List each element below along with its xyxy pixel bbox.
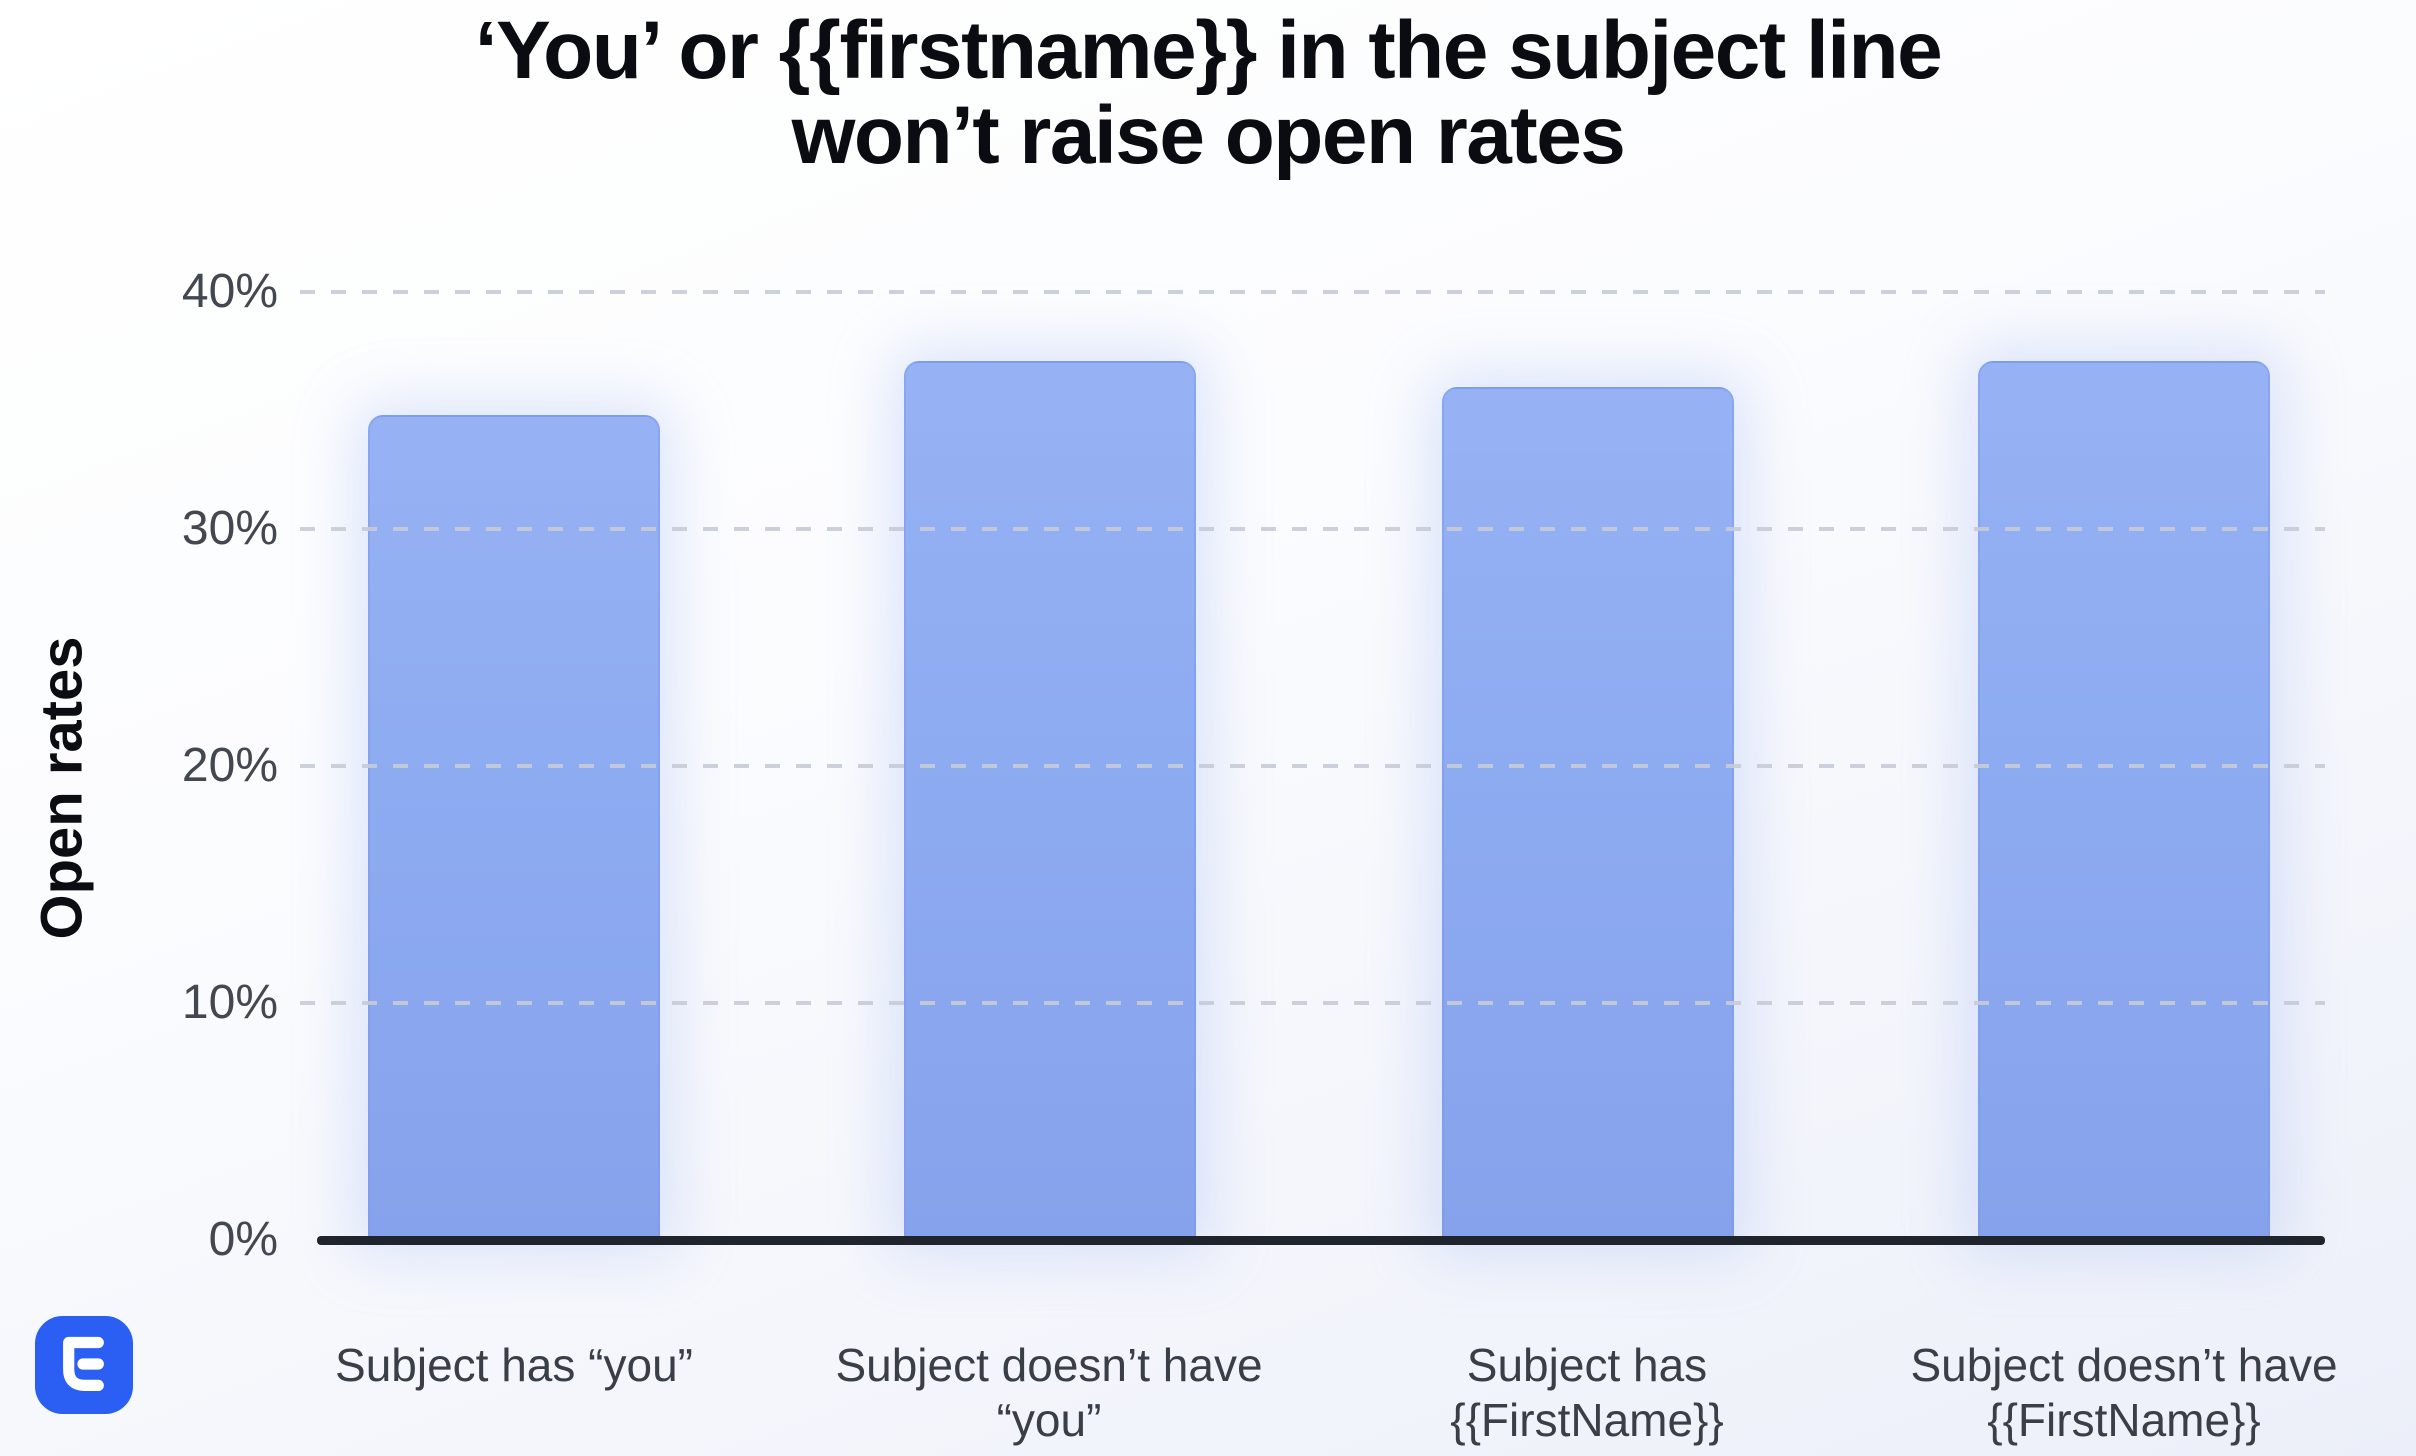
y-tick-0: 0% — [208, 1213, 278, 1266]
gridline-40 — [300, 290, 2325, 294]
category-label-4: Subject doesn’t have {{FirstName}} — [1910, 1339, 2338, 1447]
gridline-20 — [300, 764, 2325, 768]
bar-subject-doesnt-have-firstname — [1978, 360, 2270, 1240]
category-label-2: Subject doesn’t have “you” — [835, 1339, 1263, 1447]
y-tick-30: 30% — [181, 502, 278, 555]
chart-title-line2: won’t raise open rates — [791, 90, 1626, 182]
chart-title-line1: ‘You’ or {{firstname}} in the subject li… — [474, 5, 1943, 96]
brand-logo — [35, 1316, 133, 1414]
gridline-10 — [300, 1001, 2325, 1005]
x-axis-line — [317, 1236, 2325, 1245]
y-tick-40: 40% — [181, 265, 278, 318]
bar-subject-has-you — [368, 415, 660, 1240]
chart-title: ‘You’ or {{firstname}} in the subject li… — [0, 8, 2416, 179]
lemlist-logo-icon — [35, 1316, 133, 1414]
category-label-3: Subject has {{FirstName}} — [1450, 1339, 1724, 1447]
bar-subject-doesnt-have-you — [904, 360, 1196, 1240]
y-tick-10: 10% — [181, 976, 278, 1029]
bar-subject-has-firstname — [1442, 386, 1734, 1240]
category-label-1: Subject has “you” — [335, 1339, 693, 1391]
y-tick-20: 20% — [181, 739, 278, 792]
gridline-30 — [300, 527, 2325, 531]
